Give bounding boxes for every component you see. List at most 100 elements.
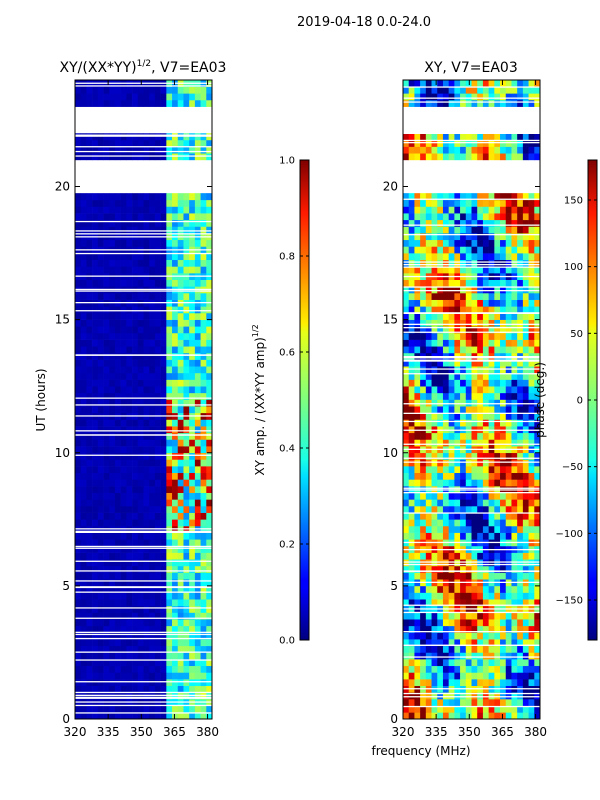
heatmap-cell <box>477 266 484 274</box>
heatmap-cell <box>80 139 87 147</box>
heatmap-cell <box>420 432 427 440</box>
heatmap-cell <box>403 279 410 287</box>
heatmap-cell <box>500 399 507 407</box>
heatmap-cell <box>126 665 133 673</box>
heatmap-cell <box>189 352 196 360</box>
heatmap-cell <box>143 652 150 660</box>
heatmap-cell <box>408 80 415 87</box>
heatmap-cell <box>80 86 87 94</box>
heatmap-cell <box>505 572 512 580</box>
heatmap-cell <box>92 199 99 207</box>
heatmap-cell <box>132 632 139 640</box>
heatmap-cell <box>189 452 196 460</box>
heatmap-cell <box>80 319 87 327</box>
heatmap-cell <box>86 306 93 314</box>
heatmap-cell <box>166 146 173 154</box>
heatmap-cell <box>183 559 190 567</box>
heatmap-gap-line <box>403 126 540 129</box>
heatmap-cell <box>97 645 104 653</box>
heatmap-cell <box>500 233 507 241</box>
heatmap-cell <box>431 193 438 201</box>
heatmap-gap-line <box>403 611 540 614</box>
heatmap-gap-line <box>403 696 540 698</box>
heatmap-cell <box>488 253 495 261</box>
heatmap-cell <box>425 705 432 713</box>
heatmap-cell <box>92 93 99 101</box>
heatmap-cell <box>132 266 139 274</box>
heatmap-cell <box>517 359 524 367</box>
heatmap-cell <box>477 572 484 580</box>
heatmap-cell <box>431 645 438 653</box>
heatmap-cell <box>448 652 455 660</box>
heatmap-cell <box>206 679 212 687</box>
heatmap-cell <box>149 406 156 414</box>
heatmap-cell <box>137 306 144 314</box>
heatmap-cell <box>517 139 524 147</box>
heatmap-cell <box>505 406 512 414</box>
heatmap-cell <box>86 619 93 627</box>
heatmap-cell <box>114 486 121 493</box>
heatmap-cell <box>408 679 415 687</box>
heatmap-cell <box>442 93 449 101</box>
heatmap-cell <box>454 312 461 320</box>
heatmap-cell <box>92 652 99 660</box>
heatmap-cell <box>442 253 449 261</box>
heatmap-cell <box>75 679 82 687</box>
heatmap-cell <box>408 93 415 101</box>
heatmap-cell <box>166 552 173 560</box>
heatmap-cell <box>166 619 173 627</box>
heatmap-cell <box>143 139 150 147</box>
heatmap-cell <box>177 239 184 247</box>
heatmap-cell <box>132 426 139 434</box>
heatmap-cell <box>149 472 156 480</box>
heatmap-cell <box>103 399 110 407</box>
heatmap-cell <box>172 439 179 447</box>
heatmap-cell <box>442 565 449 573</box>
heatmap-cell <box>80 426 87 434</box>
heatmap-cell <box>482 299 489 307</box>
heatmap-cell <box>160 86 167 94</box>
heatmap-cell <box>75 619 82 627</box>
heatmap-cell <box>500 699 507 706</box>
heatmap-cell <box>137 99 144 107</box>
heatmap-cell <box>494 559 501 567</box>
heatmap-cell <box>494 386 501 394</box>
heatmap-cell <box>403 559 410 567</box>
heatmap-cell <box>80 712 87 719</box>
heatmap-cell <box>517 406 524 414</box>
heatmap-cell <box>120 572 127 580</box>
heatmap-cell <box>460 372 467 380</box>
heatmap-cell <box>408 412 415 420</box>
heatmap-cell <box>528 692 535 700</box>
heatmap-cell <box>75 153 82 161</box>
heatmap-cell <box>460 326 467 334</box>
heatmap-cell <box>172 93 179 101</box>
heatmap-cell <box>160 565 167 573</box>
heatmap-cell <box>149 293 156 300</box>
heatmap-cell <box>442 359 449 367</box>
heatmap-cell <box>206 139 212 147</box>
heatmap-cell <box>465 386 472 394</box>
heatmap-cell <box>120 332 127 340</box>
heatmap-cell <box>143 532 150 540</box>
heatmap-cell <box>189 659 196 667</box>
heatmap-cell <box>408 326 415 334</box>
heatmap-cell <box>534 619 540 627</box>
heatmap-cell <box>126 486 133 493</box>
heatmap-cell <box>80 539 87 547</box>
heatmap-cell <box>454 146 461 154</box>
heatmap-cell <box>482 612 489 620</box>
heatmap-cell <box>103 472 110 480</box>
heatmap-cell <box>183 279 190 287</box>
heatmap-cell <box>431 259 438 267</box>
heatmap-cell <box>482 492 489 500</box>
heatmap-cell <box>103 632 110 640</box>
heatmap-cell <box>431 492 438 500</box>
heatmap-cell <box>200 712 207 719</box>
heatmap-cell <box>477 452 484 460</box>
heatmap-cell <box>534 213 540 221</box>
heatmap-cell <box>160 466 167 474</box>
heatmap-cell <box>80 605 87 613</box>
heatmap-cell <box>92 472 99 480</box>
